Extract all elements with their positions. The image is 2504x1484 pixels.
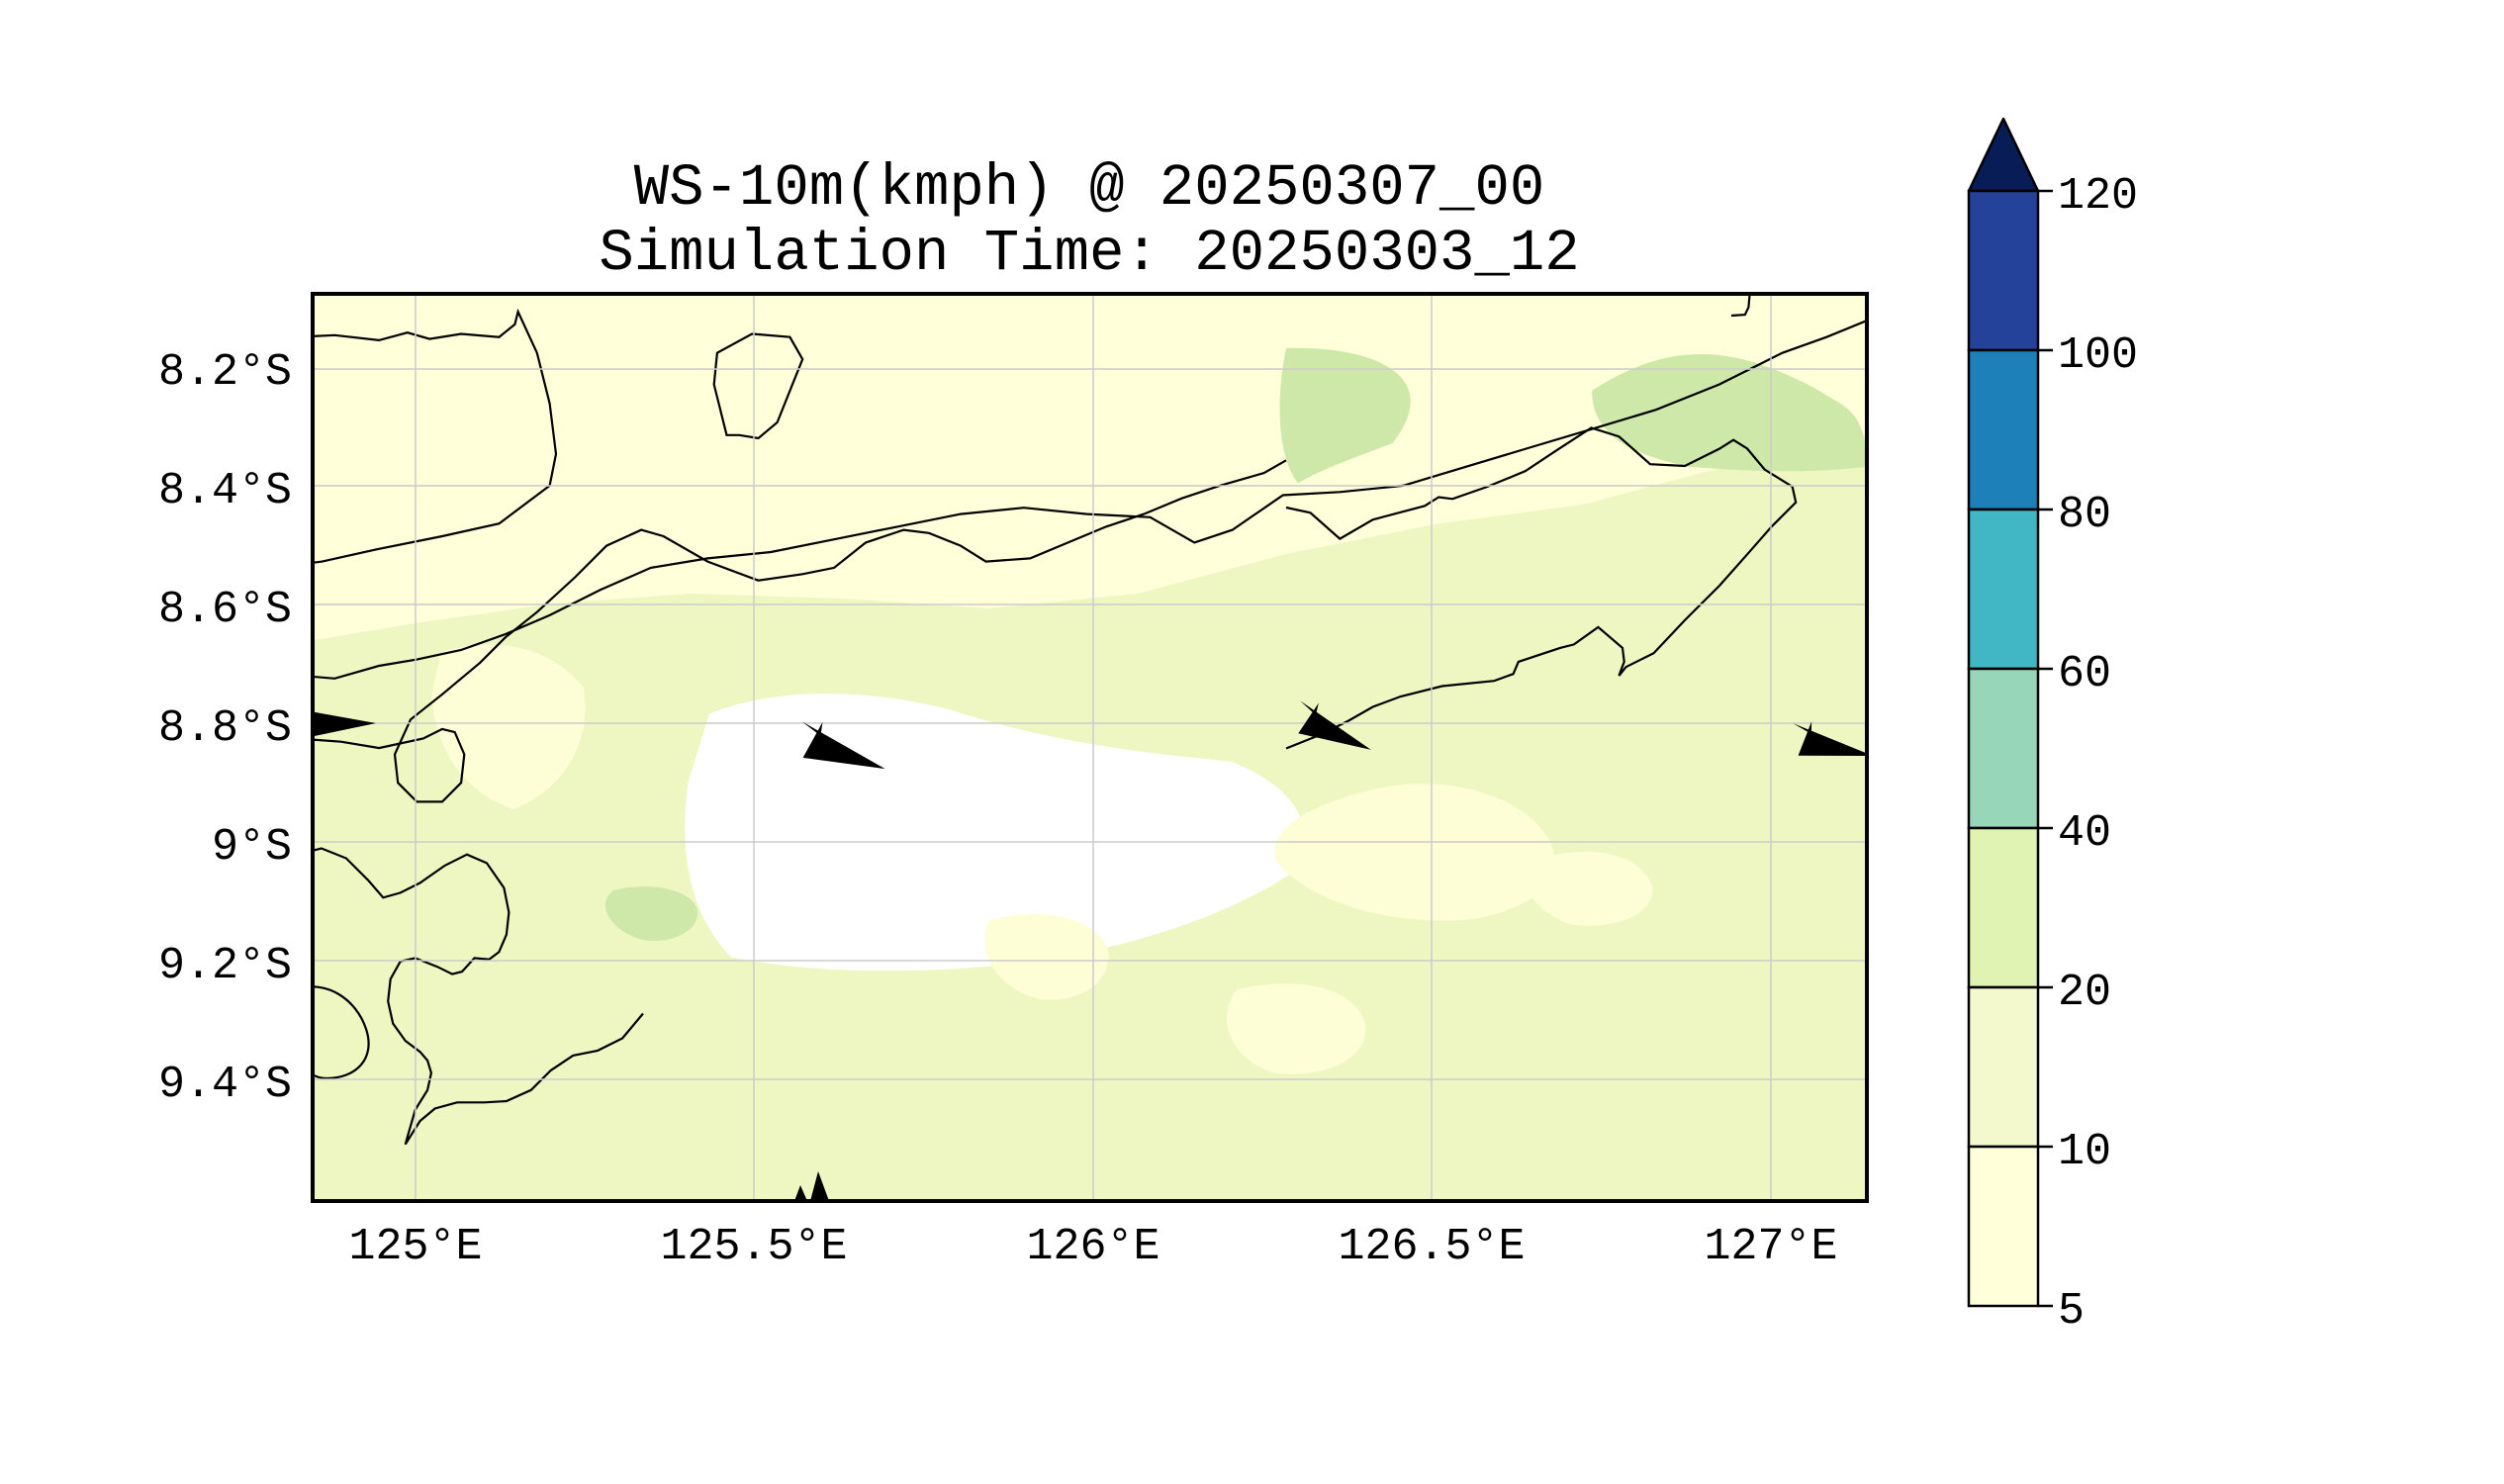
svg-text:9.4°S: 9.4°S: [158, 1060, 292, 1110]
svg-text:40: 40: [2058, 808, 2111, 859]
svg-text:9.2°S: 9.2°S: [158, 941, 292, 991]
svg-text:10: 10: [2058, 1127, 2111, 1177]
svg-text:20: 20: [2058, 968, 2111, 1018]
svg-text:126.5°E: 126.5°E: [1338, 1222, 1525, 1272]
svg-text:WS-10m(kmph) @ 20250307_00: WS-10m(kmph) @ 20250307_00: [634, 155, 1545, 222]
svg-text:100: 100: [2058, 330, 2138, 381]
svg-text:8.2°S: 8.2°S: [158, 347, 292, 398]
svg-text:120: 120: [2058, 171, 2138, 222]
svg-text:126°E: 126°E: [1026, 1222, 1159, 1272]
svg-text:8.8°S: 8.8°S: [158, 703, 292, 754]
svg-text:80: 80: [2058, 490, 2111, 540]
svg-text:5: 5: [2058, 1286, 2085, 1337]
svg-text:60: 60: [2058, 649, 2111, 699]
svg-text:8.6°S: 8.6°S: [158, 585, 292, 635]
svg-text:125°E: 125°E: [348, 1222, 482, 1272]
svg-text:127°E: 127°E: [1704, 1222, 1837, 1272]
svg-text:125.5°E: 125.5°E: [660, 1222, 847, 1272]
svg-text:8.4°S: 8.4°S: [158, 466, 292, 516]
svg-text:Simulation Time: 20250303_12: Simulation Time: 20250303_12: [599, 221, 1579, 287]
svg-text:9°S: 9°S: [212, 822, 292, 873]
